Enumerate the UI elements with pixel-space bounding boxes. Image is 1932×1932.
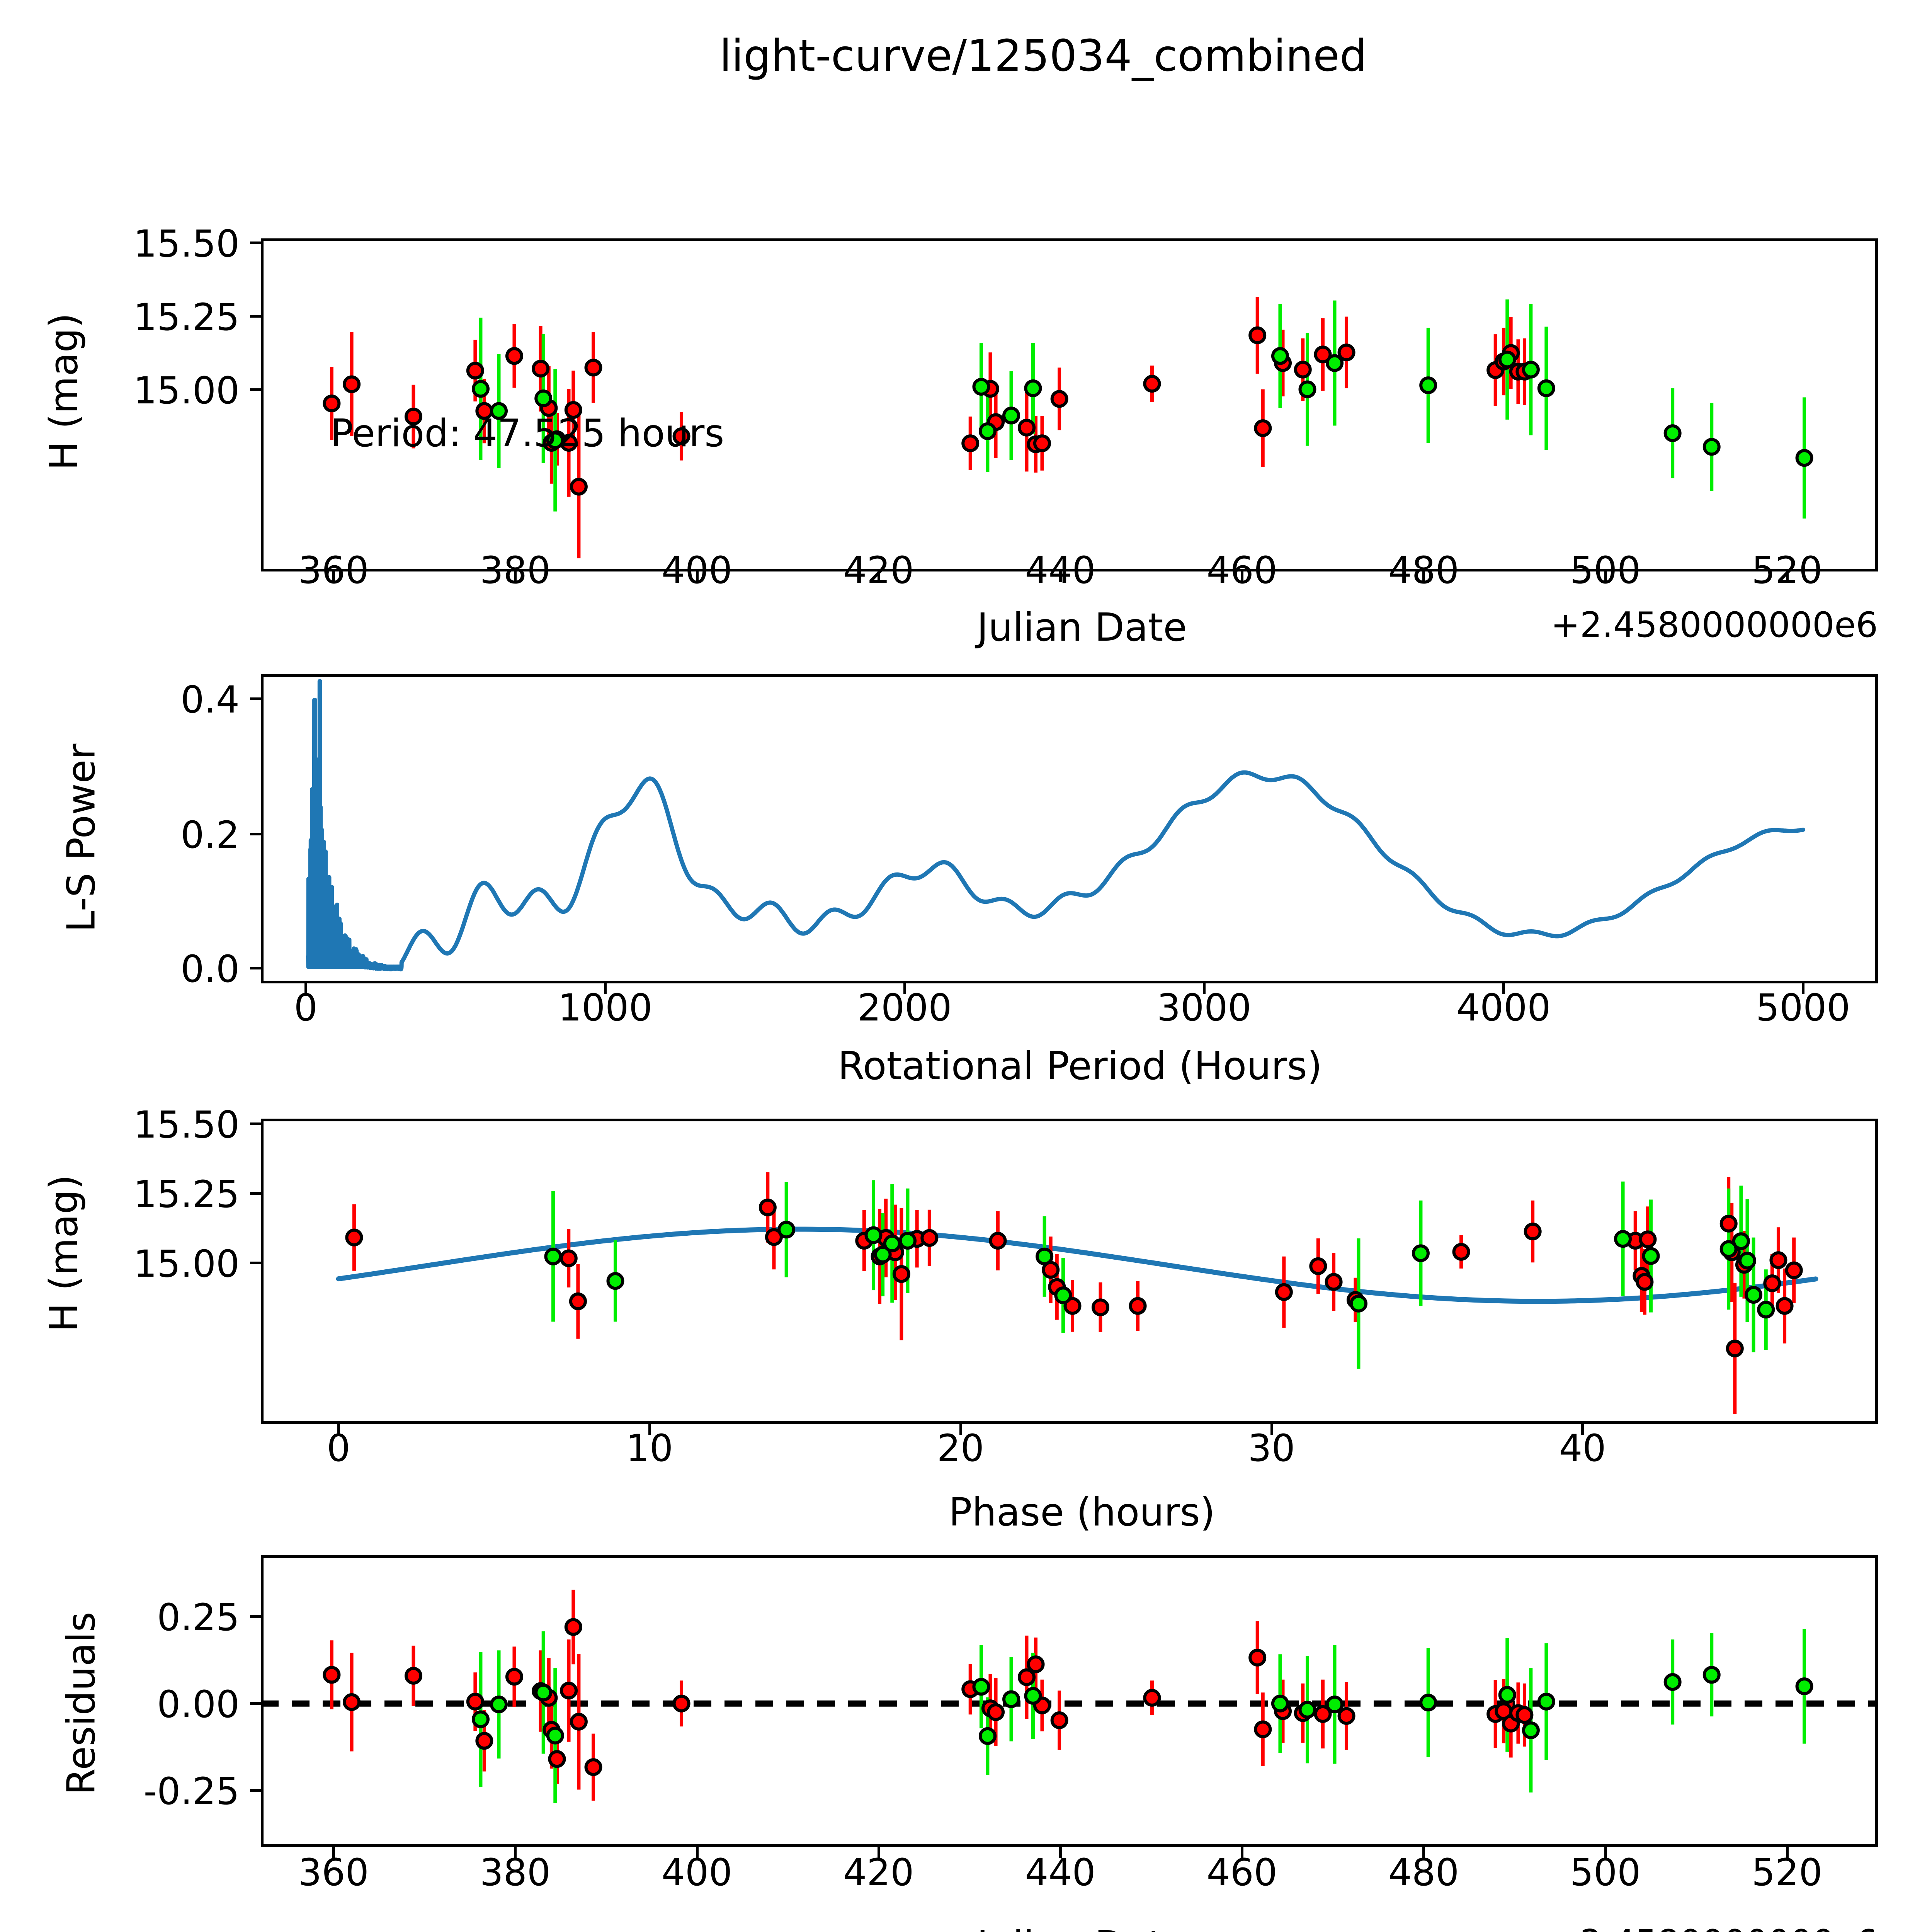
tickmark-residuals-6 <box>1422 1847 1425 1858</box>
light-curve-plot-area <box>323 297 1813 559</box>
xtick-residuals-1: 380 <box>480 1851 551 1894</box>
tickmark-periodogram-4 <box>1502 983 1505 994</box>
xtick-residuals-0: 360 <box>298 1851 369 1894</box>
ytickmark-rs-1 <box>250 1702 261 1705</box>
ylabel-light-curve: H (mag) <box>41 313 87 471</box>
tickmark-phase-3 <box>1270 1424 1273 1435</box>
ytickmark-ph-1 <box>250 1192 261 1195</box>
tickmark-phase-1 <box>648 1424 651 1435</box>
ytick-ph-1: 15.25 <box>133 1173 240 1216</box>
tickmark-phase-0 <box>337 1424 340 1435</box>
xtick-lightcurve-7: 500 <box>1570 549 1641 592</box>
tickmark-residuals-8 <box>1786 1847 1789 1858</box>
axes-frame-light-curve <box>261 238 1878 571</box>
tickmark-periodogram-0 <box>304 983 308 994</box>
xtick-residuals-2: 400 <box>661 1851 733 1894</box>
panel-residuals <box>261 1555 1878 1847</box>
tickmark-residuals-3 <box>877 1847 880 1858</box>
xtick-residuals-7: 500 <box>1570 1851 1641 1894</box>
xtick-residuals-6: 480 <box>1388 1851 1459 1894</box>
xtick-lightcurve-5: 460 <box>1206 549 1277 592</box>
tickmark-phase-2 <box>959 1424 962 1435</box>
xtick-lightcurve-6: 480 <box>1388 549 1459 592</box>
ytick-ph-0: 15.50 <box>133 1103 240 1146</box>
period-annotation: Period: 47.525 hours <box>330 412 724 456</box>
tickmark-residuals-5 <box>1241 1847 1244 1858</box>
xlabel-phase: Phase (hours) <box>949 1490 1215 1535</box>
ytickmark-rs-2 <box>250 1789 261 1792</box>
ytick-rs-2: -0.25 <box>143 1770 240 1813</box>
tickmark-phase-4 <box>1581 1424 1584 1435</box>
xtick-lightcurve-8: 520 <box>1752 549 1823 592</box>
tickmark-lightcurve-2 <box>696 571 699 582</box>
ytickmark-lc-0 <box>250 242 261 244</box>
ytickmark-pg-2 <box>250 967 261 969</box>
ytickmark-pg-0 <box>250 697 261 700</box>
tickmark-residuals-1 <box>514 1847 517 1858</box>
tickmark-lightcurve-4 <box>1059 571 1062 582</box>
ytick-rs-0: 0.25 <box>157 1596 240 1639</box>
offset-text-residuals: +2.4580000000e6 <box>1376 1922 1878 1932</box>
tickmark-residuals-0 <box>332 1847 335 1858</box>
tickmark-periodogram-1 <box>604 983 607 994</box>
xtick-lightcurve-1: 380 <box>480 549 551 592</box>
ytick-pg-2: 0.0 <box>180 947 240 991</box>
tickmark-lightcurve-0 <box>332 571 335 582</box>
ytick-lc-2: 15.00 <box>133 369 240 412</box>
ylabel-periodogram: L-S Power <box>58 743 104 932</box>
xtick-lightcurve-4: 440 <box>1025 549 1096 592</box>
tickmark-lightcurve-6 <box>1422 571 1425 582</box>
ylabel-phase: H (mag) <box>41 1174 87 1332</box>
panel-light-curve <box>261 238 1878 571</box>
tickmark-lightcurve-1 <box>514 571 517 582</box>
axes-frame-periodogram <box>261 674 1878 983</box>
tickmark-lightcurve-3 <box>877 571 880 582</box>
tickmark-periodogram-2 <box>903 983 906 994</box>
ytick-pg-0: 0.4 <box>180 678 240 721</box>
xtick-lightcurve-3: 420 <box>843 549 914 592</box>
ytickmark-rs-0 <box>250 1615 261 1618</box>
panel-phase-folded <box>261 1119 1878 1424</box>
xtick-residuals-5: 460 <box>1206 1851 1277 1894</box>
xtick-lightcurve-0: 360 <box>298 549 369 592</box>
tickmark-lightcurve-8 <box>1786 571 1789 582</box>
offset-text-light-curve: +2.4580000000e6 <box>1551 605 1878 645</box>
axes-frame-phase <box>261 1119 1878 1424</box>
periodogram-plot-area <box>306 679 1805 971</box>
tickmark-residuals-7 <box>1604 1847 1607 1858</box>
residuals-plot-area <box>261 1590 1878 1803</box>
tickmark-lightcurve-7 <box>1604 571 1607 582</box>
ytickmark-lc-1 <box>250 315 261 318</box>
ytick-lc-1: 15.25 <box>133 296 240 339</box>
ytickmark-pg-1 <box>250 833 261 835</box>
ytick-rs-1: 0.00 <box>157 1683 240 1726</box>
tickmark-residuals-4 <box>1059 1847 1062 1858</box>
xlabel-light-curve: Julian Date <box>977 605 1187 650</box>
xtick-residuals-8: 520 <box>1752 1851 1823 1894</box>
panel-periodogram <box>261 674 1878 983</box>
phase-plot-area <box>336 1172 1818 1414</box>
xtick-residuals-4: 440 <box>1025 1851 1096 1894</box>
ytickmark-lc-2 <box>250 388 261 391</box>
tickmark-lightcurve-5 <box>1241 571 1244 582</box>
xtick-lightcurve-2: 400 <box>661 549 733 592</box>
ytick-ph-2: 15.00 <box>133 1242 240 1286</box>
tickmark-periodogram-3 <box>1203 983 1206 994</box>
tickmark-periodogram-5 <box>1802 983 1805 994</box>
figure-title: light-curve/125034_combined <box>719 31 1367 81</box>
ytickmark-ph-2 <box>250 1262 261 1264</box>
xlabel-residuals: Julian Date <box>811 1922 1352 1932</box>
xtick-residuals-3: 420 <box>843 1851 914 1894</box>
xlabel-periodogram: Rotational Period (Hours) <box>838 1043 1322 1088</box>
ytick-pg-1: 0.2 <box>180 813 240 857</box>
ytickmark-ph-0 <box>250 1122 261 1125</box>
ylabel-residuals: Residuals <box>58 1612 104 1795</box>
tickmark-residuals-2 <box>696 1847 699 1858</box>
ytick-lc-0: 15.50 <box>133 222 240 265</box>
